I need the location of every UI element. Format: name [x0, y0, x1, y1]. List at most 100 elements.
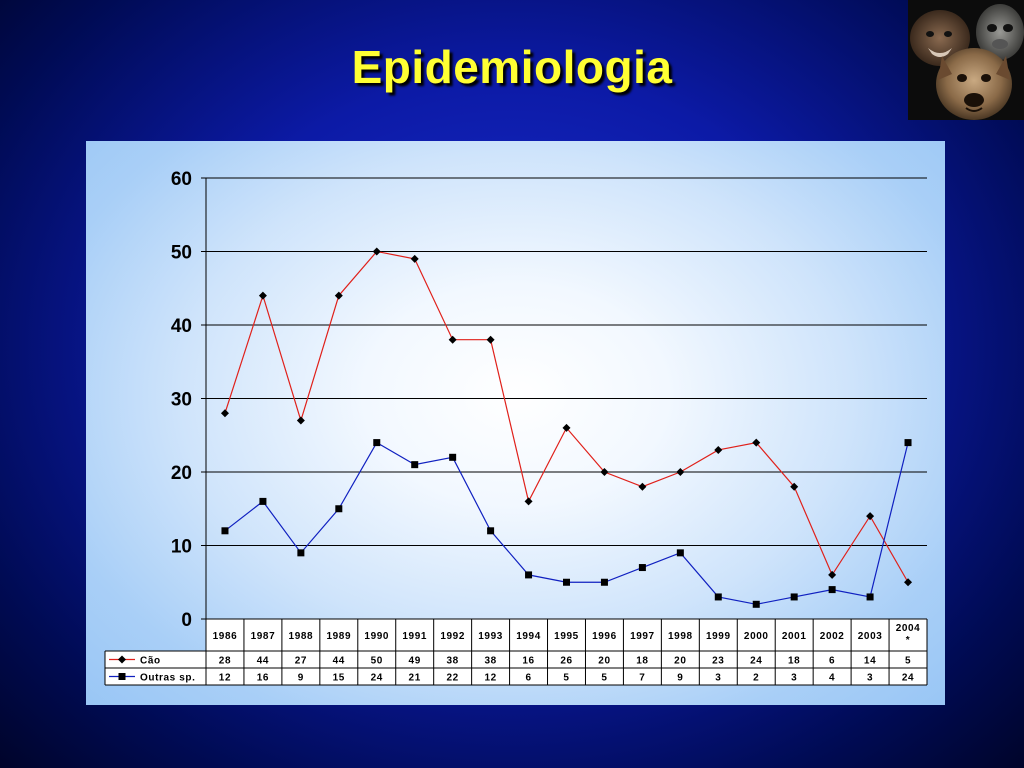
- data-label: 44: [333, 656, 345, 667]
- data-label: 6: [525, 673, 531, 684]
- legend-marker-square: [118, 673, 126, 680]
- data-point-diamond: [752, 438, 761, 447]
- data-label: 5: [905, 656, 911, 667]
- chart-gridlines: [206, 177, 927, 620]
- data-point-diamond: [372, 247, 381, 256]
- data-point-square: [828, 586, 836, 594]
- data-table: 1986 1987 1988 1989 1990 1991 1992 1993 1994 1995…: [104, 618, 928, 686]
- data-point-diamond: [524, 497, 533, 506]
- data-label: 9: [298, 673, 304, 684]
- data-point-diamond: [296, 416, 305, 425]
- y-tick-label: 50: [171, 243, 192, 264]
- data-label: 7: [639, 673, 645, 684]
- data-point-diamond: [866, 512, 875, 521]
- data-point-diamond: [828, 570, 837, 579]
- category-label: 1994: [516, 631, 541, 642]
- category-label: 1995: [554, 631, 579, 642]
- data-point-diamond: [486, 335, 495, 344]
- data-label: 44: [257, 656, 269, 667]
- data-label: 2: [753, 673, 759, 684]
- data-point-square: [638, 564, 646, 572]
- data-label: 38: [446, 656, 458, 667]
- data-label: 3: [867, 673, 873, 684]
- category-label: 1989: [326, 631, 351, 642]
- data-label: 5: [563, 673, 569, 684]
- category-label: 1987: [251, 631, 276, 642]
- data-label: 16: [522, 656, 534, 667]
- data-label: 3: [791, 673, 797, 684]
- data-point-diamond: [448, 335, 457, 344]
- data-label: 15: [333, 673, 345, 684]
- data-point-square: [487, 527, 495, 535]
- category-label: 2003: [858, 631, 883, 642]
- data-label: 20: [674, 656, 686, 667]
- category-label: 1990: [364, 631, 389, 642]
- y-tick-label: 30: [171, 390, 192, 411]
- data-point-square: [904, 439, 912, 447]
- data-point-diamond: [258, 291, 267, 300]
- data-label: 24: [902, 673, 914, 684]
- category-label: 2004: [896, 623, 921, 634]
- data-point-square: [752, 600, 760, 608]
- data-label: 21: [409, 673, 421, 684]
- category-label: 2000: [744, 631, 769, 642]
- data-label: 38: [484, 656, 496, 667]
- data-label: 18: [788, 656, 800, 667]
- legend-marker-diamond: [118, 655, 126, 664]
- data-point-square: [411, 461, 419, 469]
- data-label: 4: [829, 673, 835, 684]
- data-point-diamond: [676, 468, 685, 476]
- data-label: 26: [560, 656, 572, 667]
- category-label: 1993: [478, 631, 503, 642]
- data-label: 14: [864, 656, 876, 667]
- y-tick-label: 20: [171, 463, 192, 484]
- data-point-square: [866, 593, 874, 601]
- data-point-square: [676, 549, 684, 557]
- data-point-diamond: [638, 482, 647, 491]
- data-label: 20: [598, 656, 610, 667]
- data-label: 27: [295, 656, 307, 667]
- data-label: 22: [446, 673, 458, 684]
- chart-panel: 0 10 20 30 40 50 60 1986 1987 1988 1989 1990 1991 19…: [86, 141, 945, 705]
- data-label: 28: [219, 656, 231, 667]
- data-point-diamond: [334, 291, 343, 300]
- y-tick-label: 40: [171, 316, 192, 337]
- table-header-bg: [206, 619, 927, 651]
- data-point-diamond: [600, 468, 609, 476]
- data-point-square: [221, 527, 229, 535]
- data-point-diamond: [790, 482, 799, 491]
- category-label: 1988: [289, 631, 314, 642]
- data-point-diamond: [904, 578, 913, 587]
- y-tick-label: 0: [181, 610, 192, 631]
- data-point-square: [335, 505, 343, 513]
- data-point-square: [714, 593, 722, 601]
- data-point-square: [373, 439, 381, 447]
- data-label: 50: [371, 656, 383, 667]
- data-label: 5: [601, 673, 607, 684]
- legend-label: Cão: [140, 656, 161, 667]
- y-axis-ticks: 0 10 20 30 40 50 60: [171, 169, 206, 631]
- data-label: 49: [409, 656, 421, 667]
- y-tick-label: 10: [171, 537, 192, 558]
- data-label: 23: [712, 656, 724, 667]
- data-label: 16: [257, 673, 269, 684]
- category-label: 1991: [402, 631, 427, 642]
- data-label: 6: [829, 656, 835, 667]
- data-point-diamond: [562, 423, 571, 432]
- data-point-square: [600, 578, 608, 586]
- data-point-square: [525, 571, 533, 579]
- data-label: 3: [715, 673, 721, 684]
- data-point-square: [563, 578, 570, 586]
- data-point-square: [449, 453, 457, 461]
- category-label: 2002: [820, 631, 845, 642]
- data-point-diamond: [714, 445, 723, 454]
- animal-photo: [908, 0, 1024, 120]
- slide-title: Epidemiologia: [351, 41, 673, 93]
- data-label: 18: [636, 656, 648, 667]
- series-line-0: [224, 250, 909, 583]
- category-label: 1999: [706, 631, 731, 642]
- data-label: 9: [677, 673, 683, 684]
- y-tick-label: 60: [171, 169, 192, 190]
- category-label-footnote-mark: *: [906, 635, 911, 646]
